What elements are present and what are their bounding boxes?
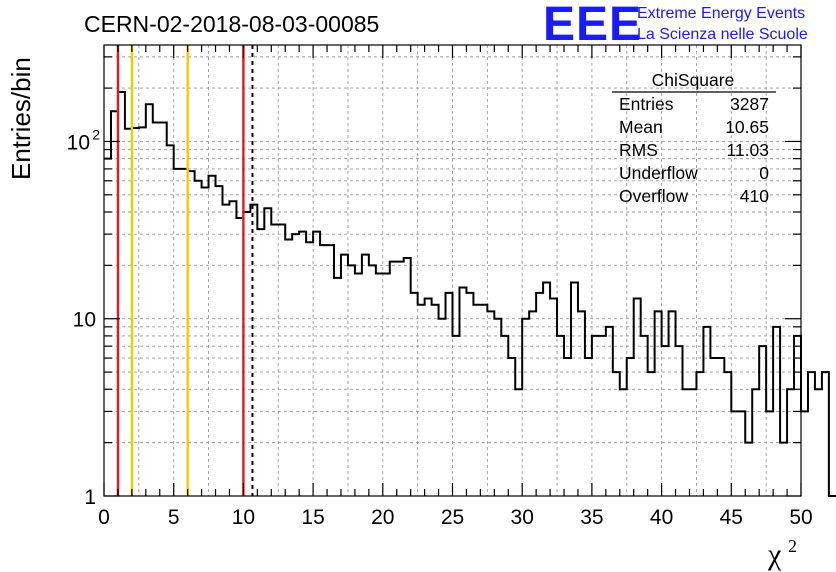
grid bbox=[104, 45, 801, 496]
y-tick-label: 10 bbox=[73, 309, 96, 332]
stats-label-overflow: Overflow bbox=[619, 186, 688, 206]
histogram-series bbox=[104, 91, 836, 497]
stats-value-underflow: 0 bbox=[759, 163, 769, 183]
y-tick-label-exponent: 2 bbox=[92, 126, 100, 142]
eee-logo-mark: EEE bbox=[543, 0, 642, 51]
y-tick-label: 10 bbox=[67, 131, 90, 154]
x-tick-label: 5 bbox=[168, 506, 180, 529]
x-tick-labels: 0 5 10 15 20 25 30 35 40 45 50 bbox=[98, 506, 813, 529]
stats-value-rms: 11.03 bbox=[727, 140, 770, 160]
x-tick-label: 10 bbox=[232, 506, 255, 529]
y-tick-label: 1 bbox=[84, 486, 96, 509]
histogram-step-line bbox=[104, 91, 836, 497]
chart-title: CERN-02-2018-08-03-00085 bbox=[84, 11, 379, 37]
x-axis-label: χ bbox=[767, 538, 782, 571]
x-tick-label: 35 bbox=[580, 506, 603, 529]
stats-label-mean: Mean bbox=[619, 117, 663, 137]
stats-box: ChiSquare Entries 3287 Mean 10.65 RMS 11… bbox=[612, 70, 776, 206]
stats-value-mean: 10.65 bbox=[725, 117, 769, 137]
stats-value-overflow: 410 bbox=[740, 186, 769, 206]
x-tick-label: 50 bbox=[789, 506, 812, 529]
stats-label-underflow: Underflow bbox=[619, 163, 698, 183]
eee-logo-line2: La Scienza nelle Scuole bbox=[637, 26, 808, 43]
x-tick-label: 30 bbox=[511, 506, 534, 529]
stats-value-entries: 3287 bbox=[730, 94, 769, 114]
axis-ticks bbox=[103, 45, 802, 497]
eee-logo-line1: Extreme Energy Events bbox=[637, 5, 805, 22]
x-tick-label: 15 bbox=[301, 506, 324, 529]
x-tick-label: 45 bbox=[720, 506, 743, 529]
reference-lines bbox=[116, 45, 254, 496]
stats-box-title: ChiSquare bbox=[652, 70, 735, 90]
y-axis-label: Entries/bin bbox=[6, 57, 36, 180]
x-tick-label: 40 bbox=[650, 506, 673, 529]
stats-label-entries: Entries bbox=[619, 94, 674, 114]
x-tick-label: 0 bbox=[98, 506, 110, 529]
eee-logo: EEE Extreme Energy Events La Scienza nel… bbox=[543, 0, 808, 51]
x-tick-label: 25 bbox=[441, 506, 464, 529]
stats-label-rms: RMS bbox=[619, 140, 658, 160]
x-tick-label: 20 bbox=[371, 506, 394, 529]
x-axis-label-superscript: 2 bbox=[788, 536, 797, 556]
